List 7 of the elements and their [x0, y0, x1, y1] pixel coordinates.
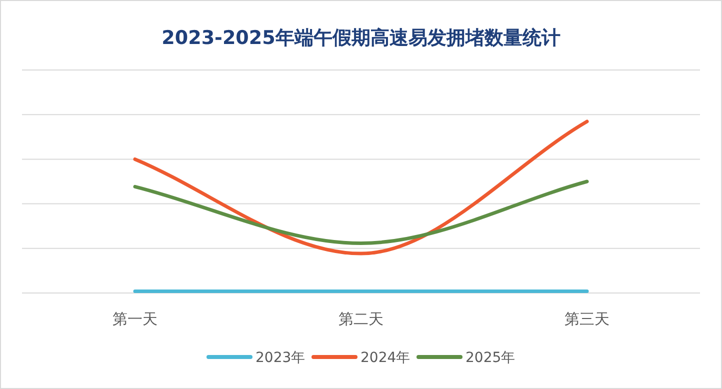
chart-title: 2023-2025年端午假期高速易发拥堵数量统计 — [162, 27, 560, 49]
x-tick-label: 第三天 — [564, 310, 610, 328]
x-tick-label: 第二天 — [338, 310, 384, 328]
legend-label: 2025年 — [466, 350, 516, 366]
x-tick-label: 第一天 — [112, 310, 158, 328]
legend-label: 2024年 — [360, 350, 410, 366]
legend-label: 2023年 — [256, 350, 306, 366]
